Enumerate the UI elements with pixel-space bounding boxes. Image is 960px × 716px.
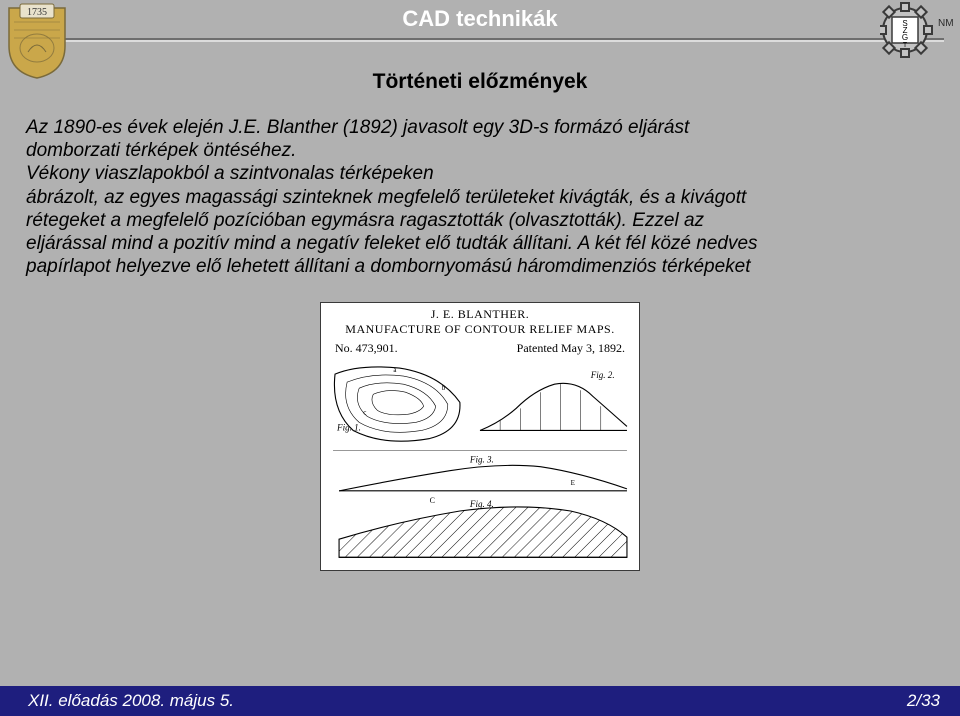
svg-text:Fig. 4.: Fig. 4. — [469, 499, 494, 509]
crest-year: 1735 — [27, 7, 47, 18]
patent-number: No. 473,901. — [335, 341, 398, 356]
body-line-3: Vékony viaszlapokból a szintvonalas térk… — [26, 162, 934, 185]
svg-text:C: C — [430, 496, 435, 505]
slide: CAD technikák 1735 S Z G T N — [0, 0, 960, 716]
body-line-7: papírlapot helyezve elő lehetett állítan… — [26, 255, 934, 278]
figure-title: MANUFACTURE OF CONTOUR RELIEF MAPS. — [329, 322, 631, 337]
body-line-5: rétegeket a megfelelő pozícióban egymásr… — [26, 209, 934, 232]
figure-author: J. E. BLANTHER. — [329, 307, 631, 322]
footer-left: XII. előadás 2008. május 5. — [28, 691, 234, 711]
footer-right: 2/33 — [907, 691, 940, 711]
section-subtitle: Történeti előzmények — [0, 70, 960, 94]
subtitle-text: Történeti előzmények — [373, 70, 588, 93]
figure-meta: No. 473,901. Patented May 3, 1892. — [329, 341, 631, 356]
footer-bar: XII. előadás 2008. május 5. 2/33 — [0, 686, 960, 716]
patent-drawing: Fig. 1. a b c Fig. 2. — [329, 360, 631, 561]
gear-side-label: NME — [938, 18, 954, 29]
body-line-2: domborzati térképek öntéséhez. — [26, 139, 934, 162]
svg-text:b: b — [442, 384, 446, 392]
university-crest: 1735 — [6, 2, 68, 80]
body-paragraph: Az 1890-es évek elején J.E. Blanther (18… — [26, 116, 934, 278]
header-title-text: CAD technikák — [402, 6, 557, 31]
patent-figure: J. E. BLANTHER. MANUFACTURE OF CONTOUR R… — [320, 302, 640, 570]
svg-text:G: G — [902, 33, 908, 42]
svg-text:Fig. 3.: Fig. 3. — [469, 455, 494, 465]
svg-text:Fig. 2.: Fig. 2. — [590, 370, 615, 380]
divider — [16, 38, 944, 42]
svg-text:E: E — [571, 479, 575, 487]
body-line-4: ábrázolt, az egyes magassági szinteknek … — [26, 186, 934, 209]
body-line-1: Az 1890-es évek elején J.E. Blanther (18… — [26, 116, 934, 139]
department-logo: S Z G T NME — [880, 2, 954, 58]
page-title: CAD technikák — [0, 0, 960, 32]
svg-text:T: T — [903, 42, 908, 49]
svg-text:c: c — [363, 409, 366, 417]
svg-text:Fig. 1.: Fig. 1. — [336, 423, 361, 433]
patent-date: Patented May 3, 1892. — [517, 341, 625, 356]
body-line-6: eljárással mind a pozitív mind a negatív… — [26, 232, 934, 255]
